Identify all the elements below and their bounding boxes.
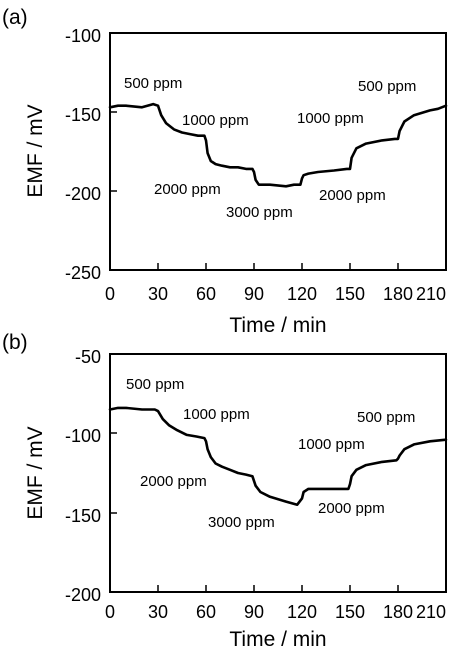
x-tick-label: 60 [196, 284, 216, 304]
emf-curve-b [108, 406, 448, 506]
y-tick-label: -100 [65, 26, 101, 46]
x-tick-label: 90 [244, 284, 264, 304]
x-tick-label: 150 [335, 602, 365, 622]
concentration-label: 500 ppm [358, 78, 416, 95]
x-tick-label: 120 [287, 284, 317, 304]
y-axis-title: EMF / mV [24, 426, 47, 519]
x-tick-label: 30 [148, 284, 168, 304]
concentration-label: 500 ppm [124, 75, 182, 92]
concentration-label: 1000 ppm [297, 110, 364, 127]
x-ticks: 0 30 60 90 120 150 180 210 [105, 263, 447, 304]
annotations: 500 ppm 1000 ppm 2000 ppm 3000 ppm 2000 … [124, 75, 416, 221]
x-tick-label: 210 [416, 602, 446, 622]
y-tick-label: -200 [65, 585, 101, 605]
x-tick-label: 210 [416, 284, 446, 304]
x-tick-label: 60 [196, 602, 216, 622]
x-tick-label: 120 [287, 602, 317, 622]
x-ticks: 0 30 60 90 120 150 180 210 [105, 585, 447, 622]
y-tick-label: -100 [65, 426, 101, 446]
concentration-label: 2000 ppm [319, 187, 386, 204]
y-tick-label: -150 [65, 105, 101, 125]
x-tick-label: 150 [335, 284, 365, 304]
concentration-label: 1000 ppm [298, 436, 365, 453]
x-axis-title: Time / min [229, 314, 326, 337]
concentration-label: 2000 ppm [154, 181, 221, 198]
x-tick-label: 180 [383, 284, 413, 304]
y-ticks: -100 -150 -200 -250 [65, 26, 117, 283]
plot-frame [109, 353, 447, 593]
annotations: 500 ppm 1000 ppm 2000 ppm 3000 ppm 2000 … [126, 376, 415, 531]
panel-b: (b) 0 30 60 90 120 150 180 210 -50 - [2, 331, 448, 651]
concentration-label: 1000 ppm [183, 406, 250, 423]
concentration-label: 2000 ppm [140, 473, 207, 490]
concentration-label: 3000 ppm [226, 204, 293, 221]
concentration-label: 2000 ppm [318, 500, 385, 517]
concentration-label: 500 ppm [357, 409, 415, 426]
concentration-label: 500 ppm [126, 376, 184, 393]
x-tick-label: 0 [105, 284, 115, 304]
concentration-label: 3000 ppm [208, 514, 275, 531]
y-tick-label: -50 [75, 347, 101, 367]
x-tick-label: 180 [383, 602, 413, 622]
x-tick-label: 0 [105, 602, 115, 622]
concentration-label: 1000 ppm [182, 112, 249, 129]
x-axis-title: Time / min [229, 628, 326, 651]
panel-label: (a) [2, 6, 28, 29]
y-ticks: -50 -100 -150 -200 [65, 347, 117, 605]
y-tick-label: -150 [65, 506, 101, 526]
x-tick-label: 30 [148, 602, 168, 622]
y-tick-label: -200 [65, 184, 101, 204]
panel-label: (b) [2, 331, 28, 354]
x-tick-label: 90 [244, 602, 264, 622]
panel-a: (a) 0 30 60 90 120 150 180 210 -100 [2, 6, 448, 337]
plot-frame [109, 32, 447, 271]
emf-curve-a [108, 102, 448, 188]
y-axis-title: EMF / mV [24, 104, 47, 197]
y-tick-label: -250 [65, 263, 101, 283]
